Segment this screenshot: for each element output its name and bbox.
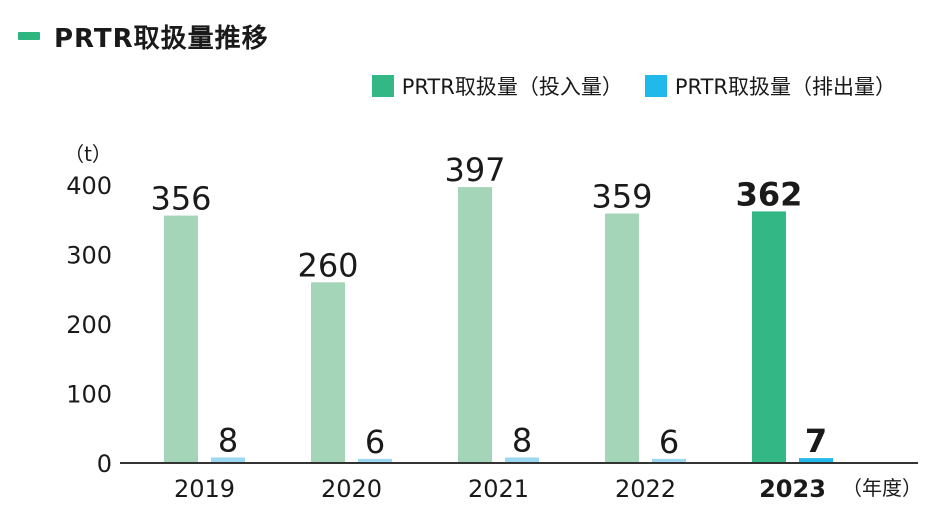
x-axis-unit-label: （年度） bbox=[842, 476, 922, 500]
x-tick-label: 2021 bbox=[468, 475, 529, 503]
data-label: 8 bbox=[512, 421, 532, 459]
bar-input bbox=[752, 211, 786, 463]
x-tick-label: 2022 bbox=[615, 475, 676, 503]
data-label: 6 bbox=[365, 423, 385, 461]
chart-title-block: PRTR取扱量推移 bbox=[18, 18, 269, 54]
y-tick-label: 100 bbox=[66, 381, 112, 409]
legend-swatch-input bbox=[371, 75, 394, 97]
data-label: 359 bbox=[591, 177, 652, 215]
data-label: 6 bbox=[659, 423, 679, 461]
bar-input bbox=[605, 213, 639, 463]
legend-label-emission: PRTR取扱量（排出量） bbox=[674, 75, 896, 99]
data-label: 8 bbox=[218, 421, 238, 459]
bar-emission bbox=[799, 458, 833, 463]
y-axis-unit-label: （t） bbox=[64, 142, 112, 166]
bar-emission bbox=[211, 457, 245, 463]
y-tick-label: 0 bbox=[97, 450, 112, 478]
y-tick-label: 400 bbox=[66, 172, 112, 200]
legend-label-input: PRTR取扱量（投入量） bbox=[401, 75, 623, 99]
legend: PRTR取扱量（投入量） PRTR取扱量（排出量） bbox=[350, 71, 896, 101]
chart-title: PRTR取扱量推移 bbox=[54, 23, 269, 54]
bar-emission bbox=[505, 457, 539, 463]
title-marker-icon bbox=[18, 32, 40, 40]
bar-emission bbox=[358, 458, 392, 463]
bar-input bbox=[164, 215, 198, 463]
data-label: 362 bbox=[736, 175, 803, 213]
data-label: 260 bbox=[297, 246, 358, 284]
data-label: 7 bbox=[805, 422, 827, 460]
bar-input bbox=[458, 187, 492, 463]
y-tick-label: 300 bbox=[66, 242, 112, 270]
x-tick-label: 2019 bbox=[174, 475, 235, 503]
legend-swatch-emission bbox=[644, 75, 667, 97]
x-tick-label: 2023 bbox=[759, 475, 826, 503]
y-tick-label: 200 bbox=[66, 311, 112, 339]
bar-input bbox=[311, 282, 345, 463]
bar-emission bbox=[652, 458, 686, 463]
legend-item-input: PRTR取扱量（投入量） bbox=[371, 71, 623, 101]
x-tick-label: 2020 bbox=[321, 475, 382, 503]
data-label: 397 bbox=[444, 151, 505, 189]
data-label: 356 bbox=[150, 180, 211, 218]
legend-item-emission: PRTR取扱量（排出量） bbox=[644, 71, 896, 101]
